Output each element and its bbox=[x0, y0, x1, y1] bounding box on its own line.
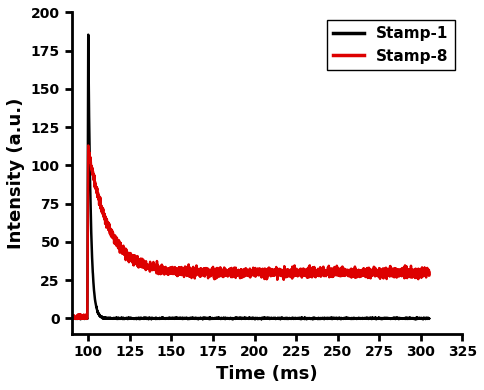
Stamp-1 bbox=[221, 316, 227, 321]
Stamp-1 bbox=[131, 316, 136, 321]
Stamp-8 bbox=[109, 230, 115, 235]
Stamp-1 bbox=[206, 317, 212, 321]
X-axis label: Time (ms): Time (ms) bbox=[216, 365, 318, 383]
Stamp-8 bbox=[206, 267, 212, 272]
Stamp-1 bbox=[69, 316, 75, 321]
Y-axis label: Intensity (a.u.): Intensity (a.u.) bbox=[7, 98, 25, 249]
Stamp-1 bbox=[109, 316, 115, 321]
Stamp-1 bbox=[420, 316, 425, 321]
Stamp-8 bbox=[69, 316, 75, 321]
Stamp-1 bbox=[426, 316, 432, 321]
Stamp-1 bbox=[310, 317, 316, 322]
Stamp-8 bbox=[426, 273, 432, 278]
Stamp-8 bbox=[131, 263, 136, 268]
Stamp-1 bbox=[381, 316, 387, 320]
Line: Stamp-8: Stamp-8 bbox=[72, 145, 429, 318]
Stamp-8 bbox=[85, 143, 91, 148]
Stamp-8 bbox=[381, 269, 387, 274]
Stamp-1 bbox=[85, 32, 91, 37]
Line: Stamp-1: Stamp-1 bbox=[72, 35, 429, 319]
Stamp-8 bbox=[420, 268, 425, 273]
Legend: Stamp-1, Stamp-8: Stamp-1, Stamp-8 bbox=[327, 20, 455, 70]
Stamp-8 bbox=[221, 273, 227, 278]
